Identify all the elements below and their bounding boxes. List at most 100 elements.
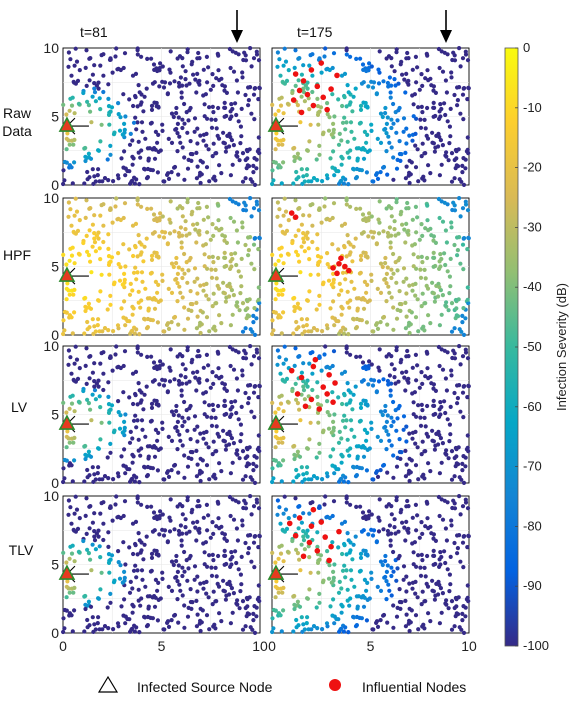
network-node xyxy=(317,207,322,212)
network-node xyxy=(206,363,211,368)
network-node xyxy=(85,475,90,480)
network-node xyxy=(146,604,151,609)
network-node xyxy=(345,381,350,386)
network-node xyxy=(92,538,98,543)
network-node xyxy=(347,603,352,608)
network-node xyxy=(228,215,233,221)
network-node xyxy=(130,436,135,441)
network-node xyxy=(64,297,69,302)
network-node xyxy=(461,384,466,389)
network-node xyxy=(346,332,351,337)
network-node xyxy=(357,317,362,322)
network-node xyxy=(336,440,342,445)
network-node xyxy=(72,435,77,440)
network-node xyxy=(301,231,306,236)
network-node xyxy=(339,371,345,376)
network-node xyxy=(69,613,74,618)
network-node xyxy=(411,114,416,119)
network-node xyxy=(198,468,203,473)
network-node xyxy=(375,136,380,141)
network-node xyxy=(188,449,193,455)
network-node xyxy=(355,306,360,311)
network-node xyxy=(358,56,363,61)
network-node xyxy=(134,625,139,630)
network-node xyxy=(378,559,384,564)
network-node xyxy=(214,374,219,379)
network-node xyxy=(222,291,227,296)
network-node xyxy=(343,277,348,282)
network-node xyxy=(276,258,281,263)
network-node xyxy=(339,586,344,591)
network-node xyxy=(304,173,309,178)
network-node xyxy=(69,315,74,320)
network-node xyxy=(96,596,101,601)
influential-node xyxy=(310,363,317,370)
network-node xyxy=(160,362,165,367)
network-node xyxy=(189,510,194,515)
influential-node xyxy=(314,83,321,90)
network-node xyxy=(407,320,412,325)
network-node xyxy=(144,624,150,629)
network-node xyxy=(452,351,457,356)
time-label-left: t=81 xyxy=(80,24,108,40)
network-node xyxy=(353,384,358,389)
network-node xyxy=(246,98,251,103)
network-node xyxy=(209,423,215,428)
network-node xyxy=(423,574,428,579)
network-node xyxy=(381,164,387,170)
network-node xyxy=(145,146,150,151)
network-node xyxy=(315,626,320,631)
network-node xyxy=(366,84,371,89)
network-node xyxy=(404,424,409,429)
network-node xyxy=(439,162,444,167)
network-node xyxy=(71,292,76,297)
network-node xyxy=(455,396,460,401)
network-node xyxy=(381,612,387,618)
network-node xyxy=(149,103,155,108)
network-node xyxy=(67,590,72,595)
network-node xyxy=(174,255,179,261)
network-node xyxy=(228,323,233,328)
row-label-raw-line1: Raw xyxy=(3,105,32,121)
network-node xyxy=(120,282,125,287)
network-node xyxy=(229,550,234,555)
network-node xyxy=(240,225,245,230)
network-node xyxy=(198,308,203,313)
network-node xyxy=(192,414,198,419)
network-node xyxy=(222,398,227,403)
network-node xyxy=(317,302,322,307)
network-node xyxy=(384,419,389,424)
network-node xyxy=(106,544,111,550)
network-node xyxy=(169,588,175,594)
network-node xyxy=(423,374,428,379)
network-node xyxy=(211,408,216,413)
network-node xyxy=(283,209,289,214)
network-node xyxy=(64,310,69,315)
x-tick-label: 10 xyxy=(252,638,268,654)
network-node xyxy=(294,475,299,480)
network-node xyxy=(110,518,115,523)
network-node xyxy=(187,81,192,86)
network-node xyxy=(62,178,67,183)
network-node xyxy=(136,83,141,88)
network-node xyxy=(391,569,396,574)
network-node xyxy=(442,251,447,256)
network-node xyxy=(254,166,259,171)
network-node xyxy=(360,360,366,365)
network-node xyxy=(178,588,183,593)
network-node xyxy=(386,382,391,387)
network-node xyxy=(76,549,81,555)
network-node xyxy=(394,166,400,171)
network-node xyxy=(443,560,448,566)
network-node xyxy=(238,291,243,296)
network-node xyxy=(229,264,234,269)
network-node xyxy=(305,167,310,172)
network-node xyxy=(319,70,324,75)
network-node xyxy=(365,430,370,435)
network-node xyxy=(437,621,442,626)
network-node xyxy=(257,235,262,240)
network-node xyxy=(158,446,163,451)
network-node xyxy=(397,437,402,442)
network-node xyxy=(437,65,442,71)
network-node xyxy=(65,429,70,434)
